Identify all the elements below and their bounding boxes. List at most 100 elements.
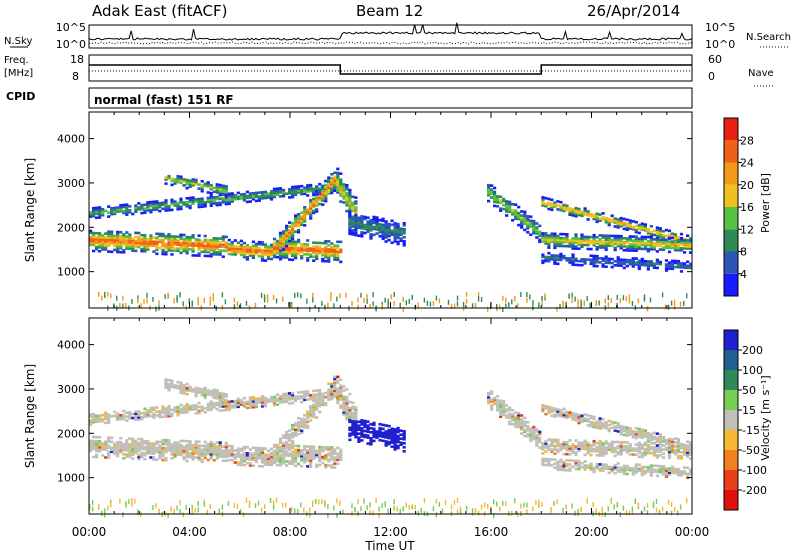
range-gate-cell: [161, 452, 165, 456]
range-gate-cell: [505, 200, 509, 203]
range-gate-cell: [589, 424, 593, 428]
range-gate-cell: [357, 420, 361, 424]
range-gate-cell: [212, 453, 216, 456]
range-gate-cell: [631, 447, 635, 450]
range-gate-cell: [149, 446, 153, 449]
range-gate-cell: [309, 209, 313, 212]
range-gate-cell: [366, 222, 370, 225]
range-gate-cell: [143, 457, 147, 461]
range-gate-cell: [369, 441, 373, 444]
range-gate-cell: [354, 227, 358, 231]
range-gate-cell: [354, 424, 358, 427]
range-gate-cell: [562, 240, 566, 244]
range-gate-cell: [291, 431, 295, 435]
range-gate-cell: [550, 408, 554, 412]
range-gate-cell: [544, 196, 548, 200]
range-gate-cell: [197, 452, 201, 455]
noise-cell: [191, 510, 193, 515]
range-gate-cell: [152, 450, 156, 453]
range-gate-cell: [206, 198, 210, 202]
noise-cell: [526, 292, 528, 298]
range-gate-cell: [107, 215, 111, 218]
range-gate-cell: [689, 239, 693, 242]
range-gate-cell: [562, 205, 566, 209]
range-gate-cell: [499, 403, 503, 406]
range-gate-cell: [673, 444, 678, 448]
range-gate-cell: [254, 399, 258, 403]
range-gate-cell: [526, 231, 530, 234]
range-gate-cell: [122, 457, 126, 460]
noise-cell: [477, 510, 480, 516]
range-gate-cell: [550, 410, 554, 414]
range-gate-cell: [683, 445, 687, 448]
range-gate-cell: [309, 249, 313, 252]
range-gate-cell: [640, 445, 644, 449]
range-gate-cell: [568, 243, 572, 246]
range-gate-cell: [640, 473, 644, 477]
range-gate-cell: [191, 446, 195, 449]
range-gate-cell: [209, 389, 213, 393]
range-gate-cell: [221, 405, 225, 408]
range-gate-cell: [580, 466, 584, 469]
range-gate-cell: [282, 248, 286, 251]
range-gate-cell: [550, 236, 554, 239]
range-gate-cell: [215, 241, 219, 244]
range-gate-cell: [640, 247, 644, 251]
range-gate-cell: [119, 444, 123, 448]
range-gate-cell: [152, 446, 156, 449]
range-gate-cell: [667, 450, 672, 454]
range-gate-cell: [336, 395, 340, 399]
range-gate-cell: [634, 465, 638, 468]
range-gate-cell: [589, 453, 593, 457]
range-gate-cell: [646, 241, 650, 245]
range-gate-cell: [248, 396, 252, 399]
range-gate-cell: [643, 453, 647, 457]
noise-cell: [408, 298, 410, 304]
range-gate-cell: [254, 460, 258, 464]
range-gate-cell: [209, 242, 213, 246]
range-gate-cell: [260, 451, 265, 454]
range-gate-cell: [182, 247, 186, 251]
y-tick-label: 3000: [57, 177, 85, 190]
range-gate-cell: [197, 458, 201, 461]
range-gate-cell: [146, 442, 150, 445]
range-gate-cell: [266, 461, 271, 465]
range-gate-cell: [318, 192, 322, 196]
range-gate-cell: [275, 239, 280, 243]
range-gate-cell: [164, 456, 168, 460]
range-gate-cell: [294, 250, 298, 254]
range-gate-cell: [318, 396, 322, 400]
range-gate-cell: [218, 237, 222, 240]
range-gate-cell: [574, 467, 578, 471]
noise-cell: [577, 299, 579, 305]
range-gate-cell: [661, 230, 666, 233]
range-gate-cell: [137, 410, 141, 413]
range-gate-cell: [197, 246, 201, 249]
range-gate-cell: [541, 238, 545, 241]
range-gate-cell: [616, 440, 620, 444]
range-gate-cell: [354, 429, 358, 433]
range-gate-cell: [378, 438, 382, 442]
noise-cell: [520, 292, 522, 298]
range-gate-cell: [173, 200, 177, 203]
range-gate-cell: [161, 409, 165, 413]
range-gate-cell: [251, 244, 255, 248]
range-gate-cell: [598, 246, 602, 249]
noise-cell: [369, 502, 371, 508]
range-gate-cell: [381, 435, 385, 439]
range-gate-cell: [318, 198, 322, 202]
range-gate-cell: [327, 180, 331, 183]
range-gate-cell: [580, 245, 584, 249]
range-gate-cell: [324, 248, 328, 251]
range-gate-cell: [297, 448, 301, 452]
range-gate-cell: [357, 234, 361, 237]
noise-cell: [595, 301, 597, 307]
range-gate-cell: [550, 444, 554, 447]
range-gate-cell: [619, 234, 623, 238]
range-gate-cell: [631, 257, 635, 260]
range-gate-cell: [300, 246, 304, 250]
range-gate-cell: [607, 217, 611, 221]
range-gate-cell: [110, 207, 114, 210]
range-gate-cell: [218, 185, 222, 189]
range-gate-cell: [565, 208, 569, 212]
